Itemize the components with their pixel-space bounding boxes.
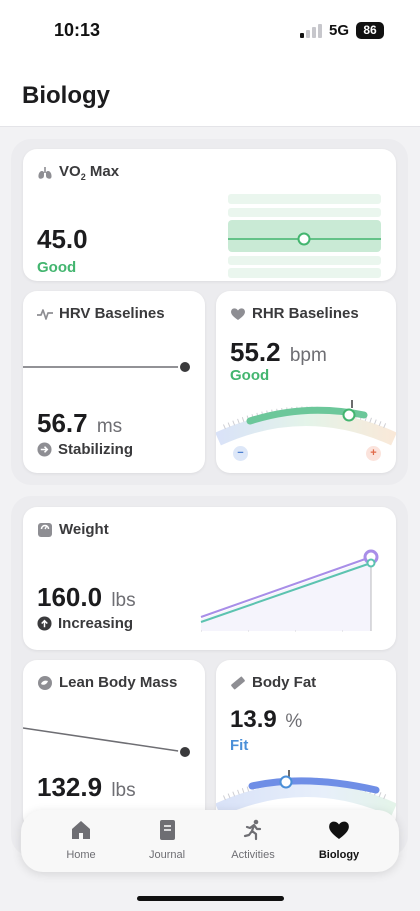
body-fat-card[interactable]: Body Fat 13.9 % Fit xyxy=(216,660,396,830)
arrow-up-circle-icon xyxy=(37,616,52,631)
weight-area xyxy=(201,559,371,631)
lean-trend-chart xyxy=(23,727,192,759)
lungs-icon xyxy=(38,166,52,179)
rhr-gauge xyxy=(216,400,396,446)
tab-journal[interactable]: Journal xyxy=(127,818,207,861)
scale-icon xyxy=(38,522,52,537)
signal-icon xyxy=(300,24,322,38)
gauge-ticks xyxy=(222,406,390,430)
hrv-marker xyxy=(178,360,192,374)
weight-line-purple xyxy=(200,556,372,618)
weight-line-teal xyxy=(200,562,372,623)
rhr-increase-button[interactable]: + xyxy=(366,446,381,461)
range-band xyxy=(228,256,381,265)
lean-value: 132.9 lbs xyxy=(37,772,136,802)
heart-icon xyxy=(231,307,245,320)
battery-icon: 86 xyxy=(356,22,384,39)
weight-value: 160.0 lbs xyxy=(37,582,136,612)
tab-home[interactable]: Home xyxy=(41,818,121,861)
weight-unit: lbs xyxy=(111,590,136,611)
vo2-value: 45.0 xyxy=(37,224,88,254)
rhr-title: RHR Baselines xyxy=(252,305,359,322)
tab-journal-label: Journal xyxy=(148,849,186,861)
network-label: 5G xyxy=(329,22,350,39)
hrv-card[interactable]: HRV Baselines 56.7 ms Stabilizing xyxy=(23,291,205,473)
home-indicator xyxy=(137,896,284,901)
lean-line xyxy=(23,727,186,753)
hrv-unit: ms xyxy=(96,416,123,437)
hrv-trend-chart xyxy=(23,360,192,374)
lean-title: Lean Body Mass xyxy=(59,674,178,691)
body-icon xyxy=(38,675,52,690)
tab-biology-label: Biology xyxy=(318,849,360,861)
weight-trend-chart xyxy=(200,549,383,632)
lean-unit: lbs xyxy=(111,780,136,801)
range-band xyxy=(228,268,381,278)
tab-biology[interactable]: Biology xyxy=(299,818,379,861)
weight-card[interactable]: Weight 160.0 lbs Increasing xyxy=(23,507,396,650)
bodyfat-title: Body Fat xyxy=(252,674,317,691)
gauge-ticks xyxy=(222,777,390,801)
book-icon xyxy=(160,820,175,840)
weight-status: Increasing xyxy=(37,615,133,632)
tab-activities-label: Activities xyxy=(231,849,275,861)
vo2-max-card[interactable]: VO2 Max 45.0 Good xyxy=(23,149,396,281)
running-icon xyxy=(243,819,262,841)
rhr-decrease-button[interactable]: − xyxy=(233,446,248,461)
range-band xyxy=(228,194,381,204)
vo2-status: Good xyxy=(37,259,77,276)
lean-marker xyxy=(178,745,192,759)
tab-activities[interactable]: Activities xyxy=(213,818,293,861)
vo2-range-chart xyxy=(228,194,381,278)
ruler-icon xyxy=(231,676,245,689)
lean-body-mass-card[interactable]: Lean Body Mass 132.9 lbs xyxy=(23,660,205,830)
vo2-marker xyxy=(297,232,311,246)
tab-home-label: Home xyxy=(66,849,96,861)
house-icon xyxy=(72,821,90,839)
weight-title: Weight xyxy=(59,521,109,538)
rhr-status: Good xyxy=(230,367,270,384)
hrv-status: Stabilizing xyxy=(37,441,133,458)
bodyfat-gauge xyxy=(216,770,396,817)
rhr-value: 55.2 bpm xyxy=(230,337,327,367)
body-composition-group: Weight 160.0 lbs Increasing Lea xyxy=(11,496,408,856)
rhr-marker xyxy=(342,408,356,422)
cardio-group: VO2 Max 45.0 Good HRV Baselines 56.7 ms xyxy=(11,139,408,485)
heart-icon xyxy=(329,821,349,839)
bodyfat-marker xyxy=(279,775,293,789)
header: Biology xyxy=(0,62,420,127)
bodyfat-status: Fit xyxy=(230,737,249,754)
hrv-title: HRV Baselines xyxy=(59,305,165,322)
gauge-halo xyxy=(216,412,396,446)
hrv-value: 56.7 ms xyxy=(37,408,123,438)
pulse-icon xyxy=(37,308,53,320)
weight-marker-teal xyxy=(366,558,376,568)
bodyfat-unit: % xyxy=(285,711,303,732)
gauge-halo xyxy=(216,783,396,817)
tab-bar: Home Journal Activities Biology xyxy=(21,810,399,872)
rhr-unit: bpm xyxy=(289,345,327,366)
status-time: 10:13 xyxy=(54,20,101,40)
bodyfat-value: 13.9 % xyxy=(230,706,303,733)
status-bar: 10:13 5G 86 xyxy=(0,0,420,62)
page-title: Biology xyxy=(22,82,110,109)
rhr-card[interactable]: RHR Baselines 55.2 bpm Good − + xyxy=(216,291,396,473)
range-band xyxy=(228,208,381,217)
vo2-title: VO2 Max xyxy=(59,163,120,182)
gauge-arc xyxy=(248,777,380,794)
arrow-right-circle-icon xyxy=(37,442,52,457)
